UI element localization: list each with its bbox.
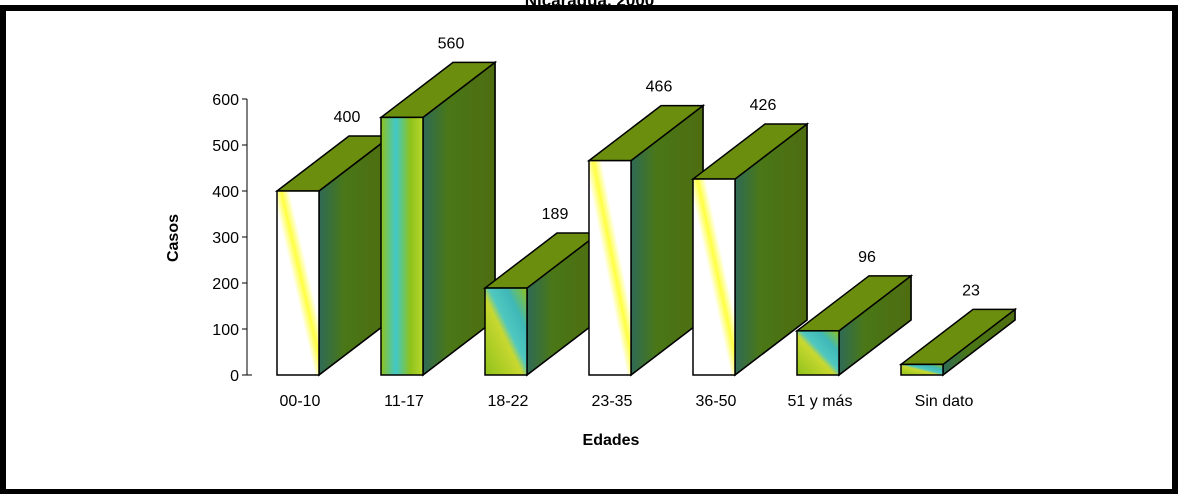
bar-front: [692, 178, 736, 376]
y-tick-label: 300: [212, 230, 239, 247]
x-tick-label: 36-50: [696, 393, 737, 410]
bar-front: [484, 287, 528, 376]
data-label: 96: [858, 249, 876, 266]
chart-title: Nicaragua, 2000: [524, 0, 655, 10]
y-tick-label: 600: [212, 92, 239, 109]
data-label: 560: [438, 35, 465, 52]
bar: [898, 307, 1018, 377]
bar: [586, 104, 706, 377]
x-axis-title: Edades: [583, 432, 640, 449]
x-tick-label: 23-35: [592, 393, 633, 410]
x-tick-label: Sin dato: [915, 393, 974, 410]
bar-front: [796, 330, 840, 376]
data-label: 466: [646, 79, 673, 96]
data-label: 426: [750, 97, 777, 114]
bar: [482, 231, 602, 377]
data-label: 23: [962, 282, 980, 299]
bar: [794, 274, 914, 377]
data-label: 189: [542, 206, 569, 223]
bar-front: [380, 116, 424, 376]
bar: [690, 122, 810, 377]
x-tick-label: 00-10: [280, 393, 321, 410]
bar-front: [900, 363, 944, 376]
chart-border: [0, 5, 1178, 495]
y-tick-label: 400: [212, 184, 239, 201]
y-tick-label: 0: [230, 368, 239, 385]
x-tick-label: 18-22: [488, 393, 529, 410]
bar: [274, 134, 394, 377]
y-axis-title: Casos: [165, 214, 182, 262]
y-tick-label: 100: [212, 322, 239, 339]
x-tick-label: 11-17: [384, 393, 424, 410]
y-tick-label: 200: [212, 276, 239, 293]
x-tick-label: 51 y más: [788, 393, 853, 410]
bar: [378, 60, 498, 377]
y-tick-label: 500: [212, 138, 239, 155]
data-label: 400: [334, 109, 361, 126]
bar-front: [276, 190, 320, 376]
bar-front: [588, 159, 632, 376]
